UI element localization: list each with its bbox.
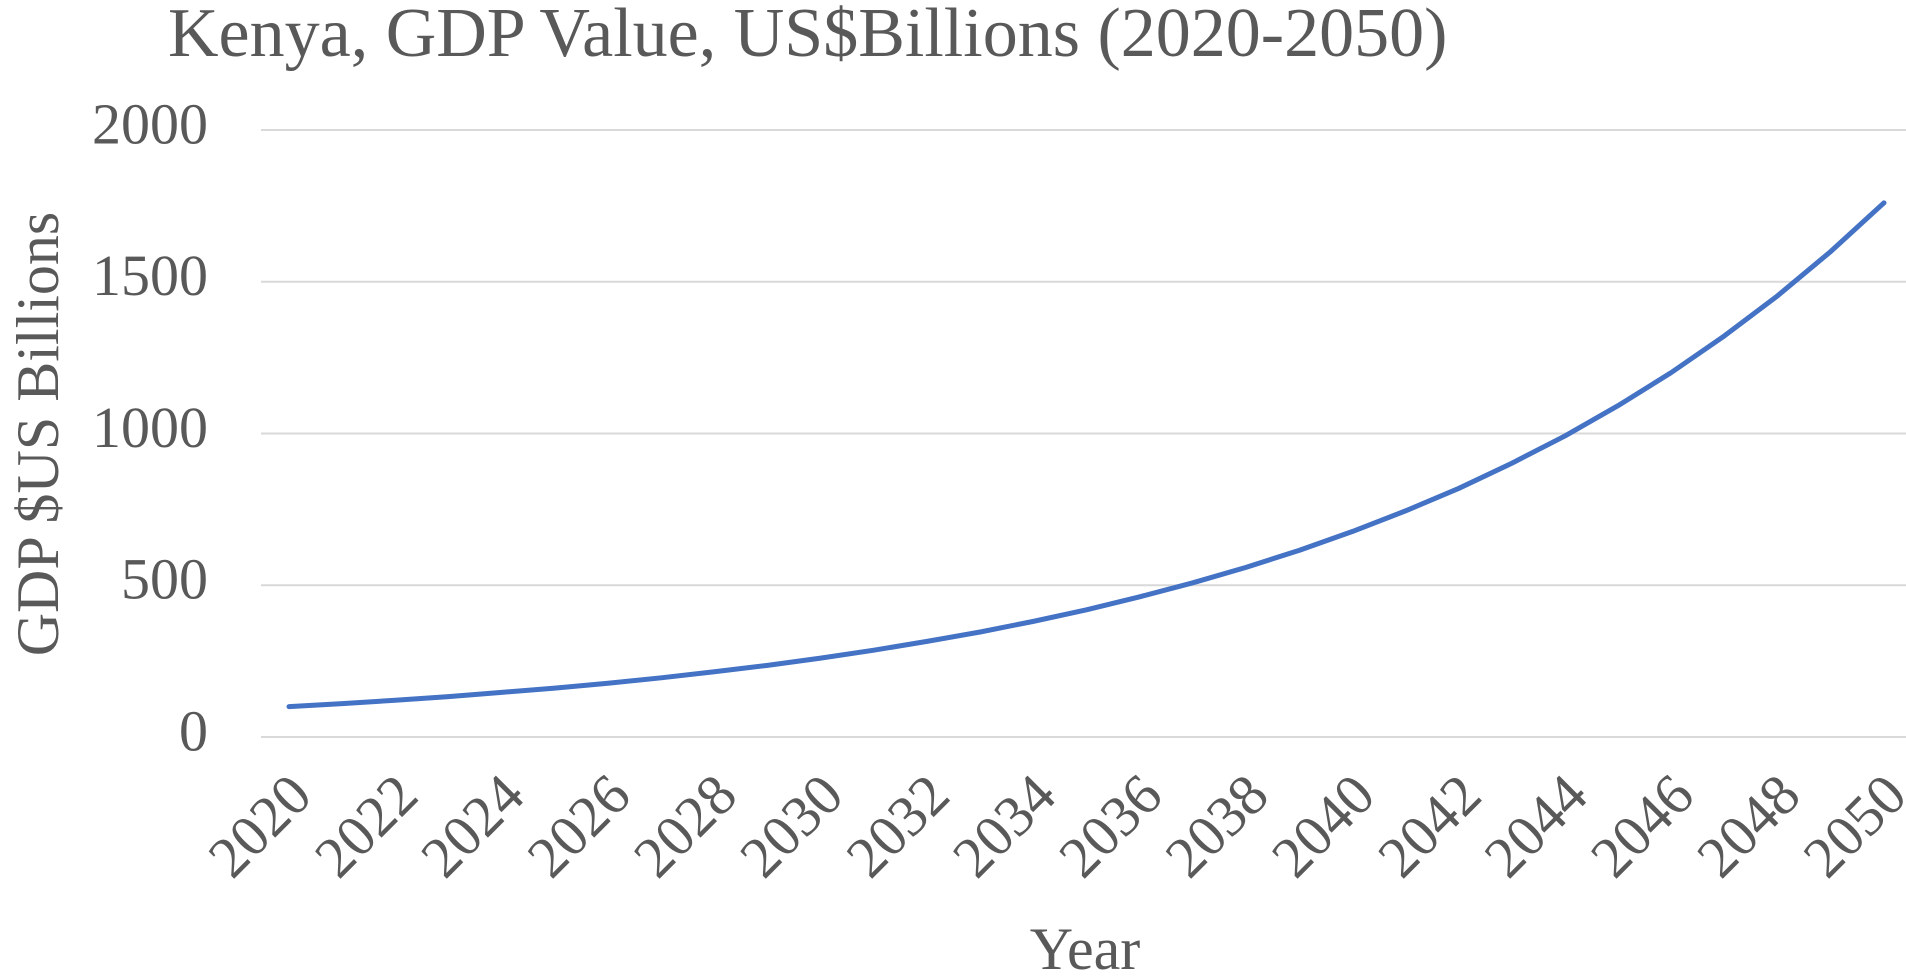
x-tick-label: 2042 — [1365, 762, 1493, 890]
y-tick-label: 1000 — [92, 395, 208, 460]
x-tick-label: 2038 — [1153, 762, 1281, 890]
x-tick-label: 2040 — [1259, 762, 1387, 890]
x-tick-label: 2044 — [1472, 762, 1600, 890]
x-tick-label: 2046 — [1578, 762, 1706, 890]
chart-title: Kenya, GDP Value, US$Billions (2020-2050… — [168, 0, 1447, 72]
y-tick-label: 2000 — [92, 91, 208, 156]
x-tick-label: 2032 — [834, 762, 962, 890]
x-tick-label: 2034 — [940, 762, 1068, 890]
x-tick-label: 2026 — [515, 762, 643, 890]
y-tick-label: 500 — [121, 547, 208, 612]
x-tick-label: 2028 — [621, 762, 749, 890]
data-line — [286, 200, 1887, 710]
y-tick-label: 0 — [179, 698, 208, 763]
x-tick-label: 2048 — [1684, 762, 1812, 890]
x-axis-label: Year — [1030, 916, 1141, 977]
x-tick-label: 2036 — [1046, 762, 1174, 890]
x-tick-label: 2020 — [196, 762, 324, 890]
x-tick-label: 2030 — [727, 762, 855, 890]
y-axis-label: GDP $US Billions — [5, 212, 71, 657]
x-tick-label: 2022 — [302, 762, 430, 890]
x-tick-label: 2024 — [408, 762, 536, 890]
x-tick-label: 2050 — [1791, 762, 1906, 890]
y-tick-label: 1500 — [92, 243, 208, 308]
